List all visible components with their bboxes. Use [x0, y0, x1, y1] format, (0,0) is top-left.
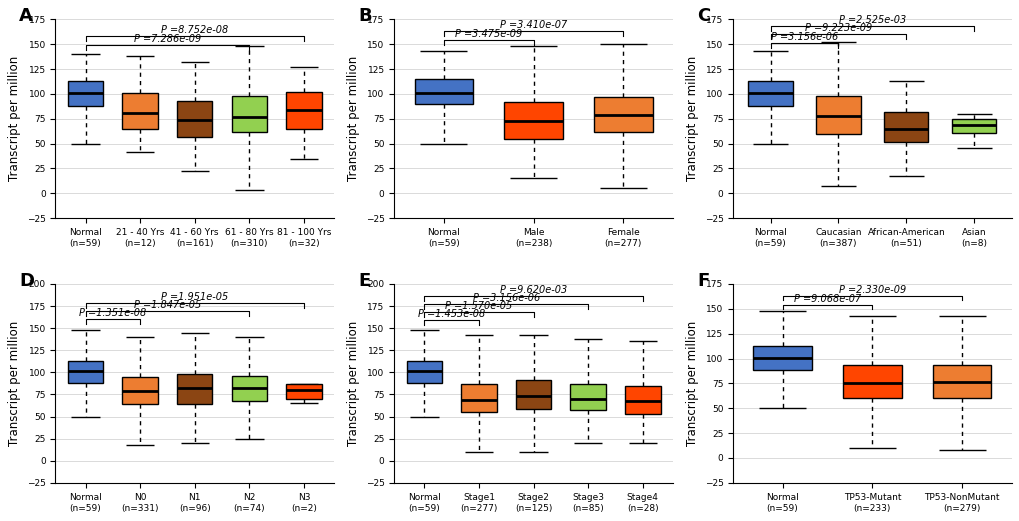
Bar — [414, 79, 473, 104]
Text: P =1.351e-08: P =1.351e-08 — [79, 308, 147, 318]
Text: P =2.330e-09: P =2.330e-09 — [838, 285, 905, 295]
Text: C: C — [696, 7, 709, 26]
Text: P =9.223e-09: P =9.223e-09 — [804, 23, 871, 33]
Bar — [516, 380, 551, 410]
Text: B: B — [358, 7, 371, 26]
Bar — [177, 101, 212, 137]
Y-axis label: Transcript per million: Transcript per million — [686, 56, 698, 181]
Text: P =2.525e-03: P =2.525e-03 — [838, 15, 905, 25]
Text: P =3.156e-06: P =3.156e-06 — [770, 32, 838, 42]
Bar — [625, 387, 660, 414]
Bar — [748, 81, 792, 106]
Bar — [932, 366, 990, 399]
Bar — [883, 112, 927, 142]
Bar — [461, 384, 496, 412]
Text: F: F — [696, 272, 708, 290]
Y-axis label: Transcript per million: Transcript per million — [8, 321, 21, 446]
Text: E: E — [358, 272, 370, 290]
Y-axis label: Transcript per million: Transcript per million — [346, 56, 360, 181]
Text: P =1.951e-05: P =1.951e-05 — [161, 292, 228, 302]
Bar — [231, 96, 267, 132]
Text: P =7.286e-09: P =7.286e-09 — [133, 34, 201, 44]
Bar — [753, 345, 811, 370]
Bar — [231, 376, 267, 401]
Text: P =3.156e-06: P =3.156e-06 — [472, 293, 539, 303]
Bar — [570, 384, 605, 411]
Bar — [815, 96, 860, 134]
Bar — [67, 361, 103, 383]
Text: A: A — [19, 7, 34, 26]
Bar — [952, 119, 996, 133]
Bar — [407, 361, 441, 383]
Text: P =1.453e-08: P =1.453e-08 — [418, 309, 485, 319]
Bar — [286, 384, 321, 399]
Bar — [286, 92, 321, 129]
Bar — [843, 366, 901, 399]
Y-axis label: Transcript per million: Transcript per million — [346, 321, 360, 446]
Text: P =8.752e-08: P =8.752e-08 — [161, 25, 228, 35]
Text: P =9.068e-07: P =9.068e-07 — [793, 294, 860, 304]
Text: P =1.847e-05: P =1.847e-05 — [133, 300, 201, 311]
Bar — [594, 97, 652, 132]
Bar — [122, 93, 158, 129]
Text: P =3.410e-07: P =3.410e-07 — [499, 20, 567, 30]
Bar — [503, 102, 562, 139]
Text: P =1.570e-05: P =1.570e-05 — [445, 301, 513, 311]
Text: P =9.620e-03: P =9.620e-03 — [499, 286, 567, 295]
Y-axis label: Transcript per million: Transcript per million — [686, 321, 698, 446]
Text: P =3.475e-09: P =3.475e-09 — [454, 29, 522, 39]
Text: D: D — [19, 272, 35, 290]
Bar — [67, 81, 103, 106]
Bar — [122, 377, 158, 404]
Bar — [177, 374, 212, 404]
Y-axis label: Transcript per million: Transcript per million — [8, 56, 21, 181]
